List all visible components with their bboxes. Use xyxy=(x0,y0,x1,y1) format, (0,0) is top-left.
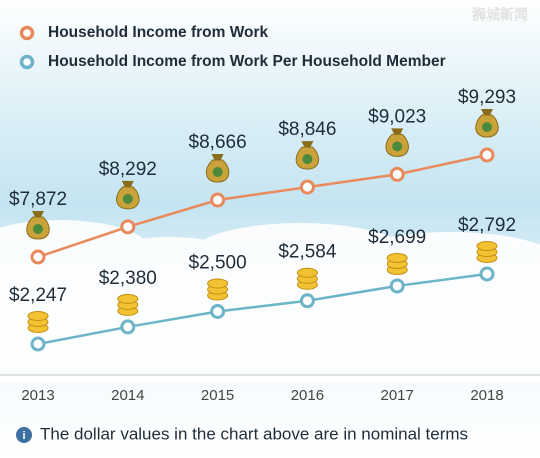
data-point xyxy=(389,278,405,294)
coin xyxy=(207,278,229,289)
data-point xyxy=(299,293,315,309)
money-bag-icon xyxy=(475,109,499,138)
coin-stack-icon xyxy=(27,311,49,333)
x-tick-label: 2018 xyxy=(470,387,503,404)
coin-stack-icon xyxy=(386,252,408,275)
data-point xyxy=(389,166,405,182)
data-label: $8,666 xyxy=(189,132,247,153)
legend-swatch xyxy=(19,25,35,41)
coin xyxy=(386,252,408,263)
x-tick-label: 2013 xyxy=(21,387,54,404)
note: The dollar values in the chart above are… xyxy=(40,424,468,443)
series-line xyxy=(37,153,488,259)
data-label: $9,293 xyxy=(458,87,516,108)
data-label: $2,584 xyxy=(278,242,337,263)
data-label: $8,292 xyxy=(99,159,157,180)
bag-emblem xyxy=(302,154,313,165)
coin-stack-icon xyxy=(207,278,229,301)
data-label: $9,023 xyxy=(368,106,426,127)
coin-stack-icon xyxy=(117,293,139,316)
coin xyxy=(117,293,139,304)
coin-stack-icon xyxy=(296,267,318,290)
coin xyxy=(476,241,498,251)
money-bag-icon xyxy=(26,211,50,240)
data-point xyxy=(479,266,495,282)
info-icon xyxy=(16,427,32,443)
data-point xyxy=(479,147,495,163)
x-tick-label: 2014 xyxy=(111,387,144,404)
data-label: $2,380 xyxy=(99,268,157,289)
bag-top xyxy=(481,109,493,115)
watermark: 狮城新闻 xyxy=(472,7,528,23)
data-point xyxy=(120,319,136,335)
data-point xyxy=(210,304,226,320)
legend-swatch xyxy=(19,54,35,70)
clouds xyxy=(0,220,540,382)
money-bag-icon xyxy=(116,180,140,210)
info-icon-glyph: i xyxy=(22,430,25,442)
money-bag-icon xyxy=(295,141,320,170)
x-tick-label: 2016 xyxy=(291,387,324,404)
legend-label: Household Income from Work Per Household… xyxy=(48,53,446,70)
data-label: $2,247 xyxy=(9,285,67,306)
legend: Household Income from Work Household Inc… xyxy=(19,24,446,70)
series-line xyxy=(37,272,488,346)
data-point xyxy=(120,219,136,235)
bag-top xyxy=(301,141,314,148)
legend-label: Household Income from Work xyxy=(48,24,269,41)
x-tick-label: 2017 xyxy=(381,387,414,404)
bag-emblem xyxy=(122,193,133,204)
bag-top xyxy=(121,180,134,187)
data-label: $2,500 xyxy=(189,253,247,274)
money-bag-icon xyxy=(385,128,409,157)
bag-emblem xyxy=(482,122,492,132)
data-label: $7,872 xyxy=(9,189,67,210)
bag-emblem xyxy=(33,224,43,234)
data-label: $2,792 xyxy=(458,215,516,236)
bag-top xyxy=(391,128,404,135)
data-point xyxy=(30,249,46,265)
coin xyxy=(27,311,49,321)
footnote: i The dollar values in the chart above a… xyxy=(16,424,468,443)
coin-stack-icon xyxy=(476,241,498,263)
bag-top xyxy=(211,154,224,161)
bag-emblem xyxy=(212,167,223,178)
data-label: $8,846 xyxy=(278,119,336,140)
data-point xyxy=(30,336,46,352)
data-point xyxy=(210,192,226,208)
coin xyxy=(296,267,318,278)
bag-top xyxy=(32,211,44,217)
data-point xyxy=(299,179,315,195)
x-tick-label: 2015 xyxy=(201,387,234,404)
money-bag-icon xyxy=(205,154,230,183)
data-label: $2,699 xyxy=(368,227,426,248)
bag-emblem xyxy=(392,141,403,152)
